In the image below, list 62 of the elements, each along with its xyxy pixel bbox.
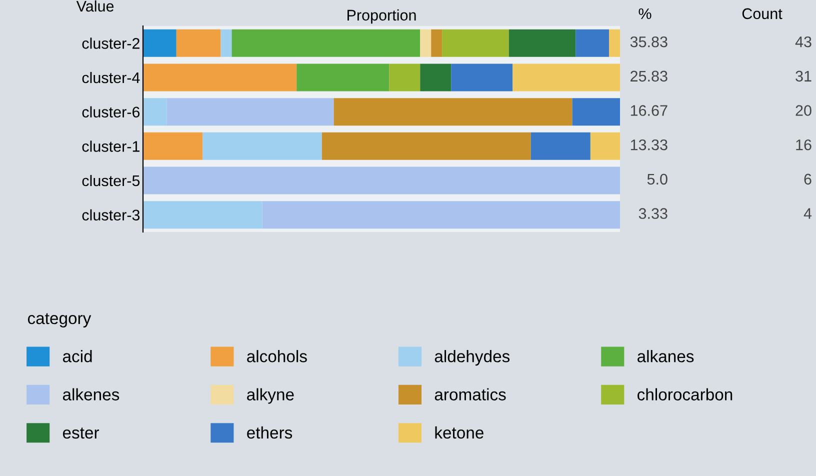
legend-label: alkenes	[62, 388, 120, 400]
bar	[176, 29, 221, 57]
text: 13.33	[630, 139, 668, 150]
text: 25.83	[630, 70, 668, 82]
legend-label: ethers	[247, 426, 292, 439]
text: 16	[796, 139, 812, 150]
legend-label: ketone	[435, 426, 484, 439]
bar	[590, 132, 620, 160]
y-tick-label: cluster-5	[82, 174, 140, 186]
bar	[420, 64, 452, 92]
bar	[508, 29, 576, 57]
bar	[420, 29, 432, 57]
bar	[576, 29, 610, 57]
bar	[143, 64, 297, 92]
bar	[512, 64, 620, 92]
bar	[220, 29, 232, 57]
legend-label: alkanes	[638, 350, 694, 362]
bar	[451, 64, 513, 92]
bar	[143, 29, 176, 57]
text: 4	[804, 208, 812, 219]
legend-label: chlorocarbon	[638, 388, 732, 400]
bar	[232, 29, 420, 57]
text: 35.83	[630, 36, 668, 48]
bar	[334, 98, 572, 126]
bar	[143, 132, 203, 160]
text: Count	[742, 8, 782, 20]
bar	[389, 64, 420, 92]
y-axis-title: Value	[76, 0, 114, 12]
legend-label: acid	[62, 350, 92, 362]
bar	[262, 201, 620, 229]
legend-label: aromatics	[434, 388, 506, 400]
text: 16.67	[630, 105, 668, 116]
legend-label: alkyne	[247, 388, 294, 404]
x-axis-title: Proportion	[348, 9, 416, 24]
y-tick-label: cluster-1	[82, 140, 140, 152]
text: 20	[796, 105, 812, 116]
y-tick-label: cluster-4	[82, 72, 140, 84]
bar	[530, 132, 590, 160]
text: 43	[795, 36, 812, 48]
text: 5.0	[647, 174, 668, 185]
legend-title: category	[28, 313, 92, 328]
bar	[143, 98, 167, 126]
bar	[166, 98, 334, 126]
bar	[143, 201, 262, 229]
bar	[609, 29, 620, 57]
legend-label: ester	[62, 428, 100, 439]
bar	[322, 132, 531, 160]
y-tick-label: cluster-2	[82, 38, 140, 49]
text: %	[638, 8, 652, 20]
y-tick-label: cluster-6	[82, 106, 140, 118]
bar	[442, 29, 509, 57]
bar	[572, 98, 620, 126]
y-tick-label: cluster-3	[82, 209, 140, 221]
text: 3.33	[638, 208, 668, 219]
legend-label: alcohols	[247, 350, 307, 362]
bar	[143, 166, 620, 194]
text: 6	[804, 174, 812, 185]
legend-label: aldehydes	[434, 350, 510, 366]
bar	[431, 29, 442, 57]
bar	[202, 132, 322, 160]
text: 31	[796, 70, 812, 82]
bar	[296, 64, 390, 92]
